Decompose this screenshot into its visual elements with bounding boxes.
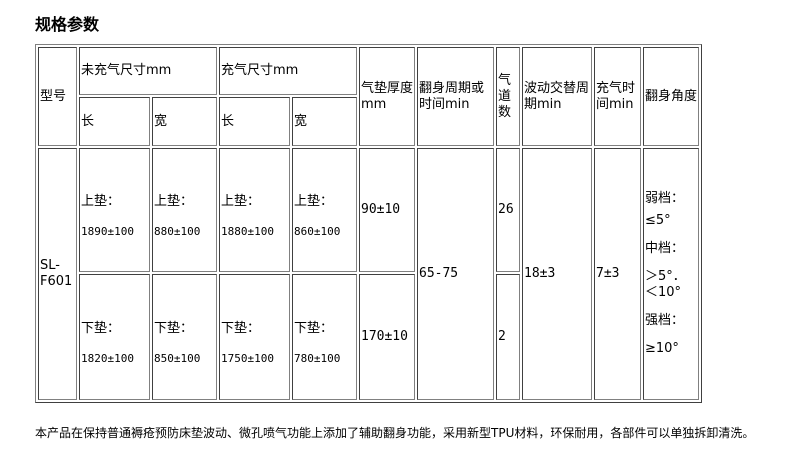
- turn-angle-cell: 弱档： ≤5° 中档： ＞5°．＜10° 强档： ≥10°: [643, 148, 699, 400]
- header-turn-angle: 翻身角度: [643, 47, 699, 146]
- header-inflate-time: 充气时间min: [594, 47, 641, 146]
- upper-inflated-length: 上垫： 1880±100: [219, 148, 290, 272]
- inflate-time-cell: 7±3: [594, 148, 641, 400]
- lower-inflated-width: 下垫： 780±100: [292, 274, 357, 400]
- upper-inflated-width: 上垫： 860±100: [292, 148, 357, 272]
- turn-cycle-cell: 65-75: [417, 148, 494, 400]
- wave-cycle-cell: 18±3: [522, 148, 592, 400]
- header-air-channels: 气道数: [496, 47, 520, 146]
- header-model: 型号: [38, 47, 77, 146]
- upper-thickness: 90±10: [359, 148, 415, 272]
- header-uninflated-width: 宽: [152, 97, 217, 146]
- lower-inflated-length: 下垫： 1750±100: [219, 274, 290, 400]
- spec-table: 型号 未充气尺寸mm 充气尺寸mm 气垫厚度mm 翻身周期或时间min 气道数 …: [35, 44, 702, 403]
- header-inflated: 充气尺寸mm: [219, 47, 357, 95]
- table-row: 下垫： 1820±100 下垫： 850±100 下垫： 1750±100 下垫： 78…: [38, 274, 699, 400]
- lower-thickness: 170±10: [359, 274, 415, 400]
- lower-channels: 2: [496, 274, 520, 400]
- product-note: 本产品在保持普通褥疮预防床垫波动、微孔喷气功能上添加了辅助翻身功能，采用新型TP…: [35, 426, 755, 440]
- header-turn-cycle: 翻身周期或时间min: [417, 47, 494, 146]
- upper-uninflated-length: 上垫： 1890±100: [79, 148, 150, 272]
- page-title: 规格参数: [35, 15, 100, 34]
- header-thickness: 气垫厚度mm: [359, 47, 415, 146]
- upper-uninflated-width: 上垫： 880±100: [152, 148, 217, 272]
- upper-channels: 26: [496, 148, 520, 272]
- header-uninflated: 未充气尺寸mm: [79, 47, 217, 95]
- table-row: SL-F601 上垫： 1890±100 上垫： 880±100 上垫： 1880±1…: [38, 148, 699, 400]
- header-uninflated-length: 长: [79, 97, 150, 146]
- header-inflated-length: 长: [219, 97, 290, 146]
- header-inflated-width: 宽: [292, 97, 357, 146]
- header-wave-cycle: 波动交替周期min: [522, 47, 592, 146]
- lower-uninflated-width: 下垫： 850±100: [152, 274, 217, 400]
- lower-uninflated-length: 下垫： 1820±100: [79, 274, 150, 400]
- model-cell: SL-F601: [38, 148, 77, 400]
